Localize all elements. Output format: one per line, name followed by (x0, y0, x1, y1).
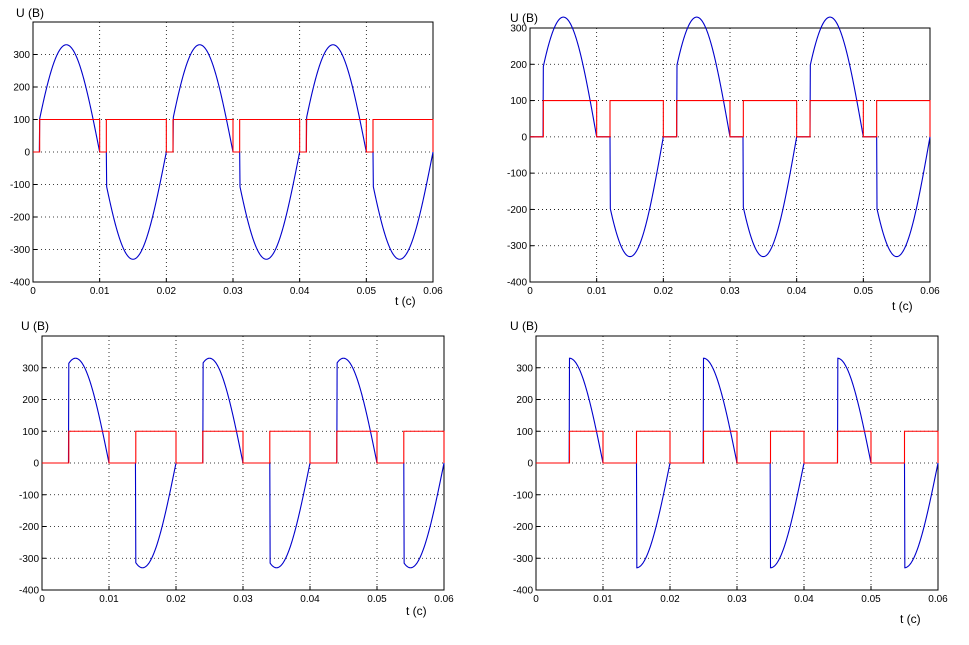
x-tick-label: 0.05 (854, 286, 874, 297)
y-axis-label: U (B) (21, 319, 49, 333)
x-tick-label: 0.06 (928, 594, 948, 605)
x-tick-label: 0.02 (660, 594, 680, 605)
y-tick-label: 200 (22, 395, 39, 406)
x-tick-label: 0.01 (587, 286, 607, 297)
y-tick-label: 100 (13, 115, 30, 126)
x-tick-label: 0 (533, 594, 539, 605)
y-tick-label: -400 (507, 278, 527, 289)
chart-panel-3: 0 0.01 0.02 0.03 0.04 0.05 0.06 300 200 100 0 -100 -… (19, 319, 454, 618)
y-tick-label: 300 (13, 50, 30, 61)
x-tick-label: 0 (30, 286, 36, 297)
x-tick-label: 0.02 (157, 286, 177, 297)
y-tick-label: 0 (527, 459, 533, 470)
x-tick-label: 0.01 (90, 286, 110, 297)
y-tick-label: 100 (22, 427, 39, 438)
x-tick-label: 0.05 (861, 594, 881, 605)
chart-panel-4: 0 0.01 0.02 0.03 0.04 0.05 0.06 300 200 100 0 -100 -… (510, 319, 948, 626)
x-tick-label: 0.03 (727, 594, 747, 605)
x-tick-label: 0.06 (423, 286, 443, 297)
x-axis-label: t (c) (892, 299, 913, 313)
y-tick-label: 100 (516, 427, 533, 438)
y-tick-label: -100 (10, 180, 30, 191)
x-axis-label: t (c) (406, 604, 427, 618)
x-tick-label: 0.03 (720, 286, 740, 297)
y-tick-label: -100 (19, 490, 39, 501)
x-tick-label: 0.03 (223, 286, 243, 297)
series-gate-pulses (536, 430, 939, 464)
y-tick-label: -200 (507, 205, 527, 216)
series-gate-pulses (42, 430, 445, 464)
x-tick-label: 0.03 (233, 594, 253, 605)
x-tick-label: 0.02 (654, 286, 674, 297)
y-tick-label: -400 (10, 278, 30, 289)
x-tick-label: 0.06 (920, 286, 940, 297)
y-tick-label: 200 (13, 83, 30, 94)
chart-panel-2: 0 0.01 0.02 0.03 0.04 0.05 0.06 300 200 100 0 -100 -… (507, 11, 940, 313)
y-axis-label: U (B) (510, 319, 538, 333)
y-tick-label: -200 (19, 522, 39, 533)
y-tick-label: -200 (513, 522, 533, 533)
y-tick-label: -300 (10, 245, 30, 256)
x-tick-label: 0.01 (593, 594, 613, 605)
series-gate-pulses (33, 118, 434, 153)
y-tick-label: -300 (513, 554, 533, 565)
y-tick-label: 300 (516, 363, 533, 374)
y-tick-label: -400 (513, 586, 533, 597)
y-tick-label: 0 (33, 459, 39, 470)
y-tick-label: 300 (22, 363, 39, 374)
x-tick-label: 0.06 (434, 594, 454, 605)
y-axis-label: U (B) (510, 11, 538, 25)
y-tick-label: 100 (510, 96, 527, 107)
x-tick-label: 0.05 (357, 286, 377, 297)
y-tick-label: -300 (507, 241, 527, 252)
x-tick-label: 0.04 (794, 594, 814, 605)
y-tick-label: -100 (513, 490, 533, 501)
y-tick-label: -300 (19, 554, 39, 565)
y-tick-label: -400 (19, 586, 39, 597)
plot-area (529, 27, 931, 283)
series-gate-pulses (530, 100, 931, 138)
y-axis-label: U (B) (16, 6, 44, 20)
x-tick-label: 0.04 (290, 286, 310, 297)
x-tick-label: 0.05 (367, 594, 387, 605)
x-tick-label: 0 (39, 594, 45, 605)
x-tick-label: 0.04 (787, 286, 807, 297)
y-tick-label: 0 (24, 148, 30, 159)
chart-panel-1: 0 0.01 0.02 0.03 0.04 0.05 0.06 300 200 100 0 -100 -… (10, 6, 443, 308)
x-tick-label: 0 (527, 286, 533, 297)
x-axis-label: t (c) (395, 294, 416, 308)
x-tick-label: 0.02 (166, 594, 186, 605)
y-tick-label: -200 (10, 213, 30, 224)
x-tick-label: 0.04 (300, 594, 320, 605)
y-tick-label: 0 (521, 132, 527, 143)
y-tick-label: 200 (516, 395, 533, 406)
x-tick-label: 0.01 (99, 594, 119, 605)
y-tick-label: -100 (507, 169, 527, 180)
x-axis-label: t (c) (900, 612, 921, 626)
y-tick-label: 300 (510, 24, 527, 35)
y-tick-label: 200 (510, 60, 527, 71)
